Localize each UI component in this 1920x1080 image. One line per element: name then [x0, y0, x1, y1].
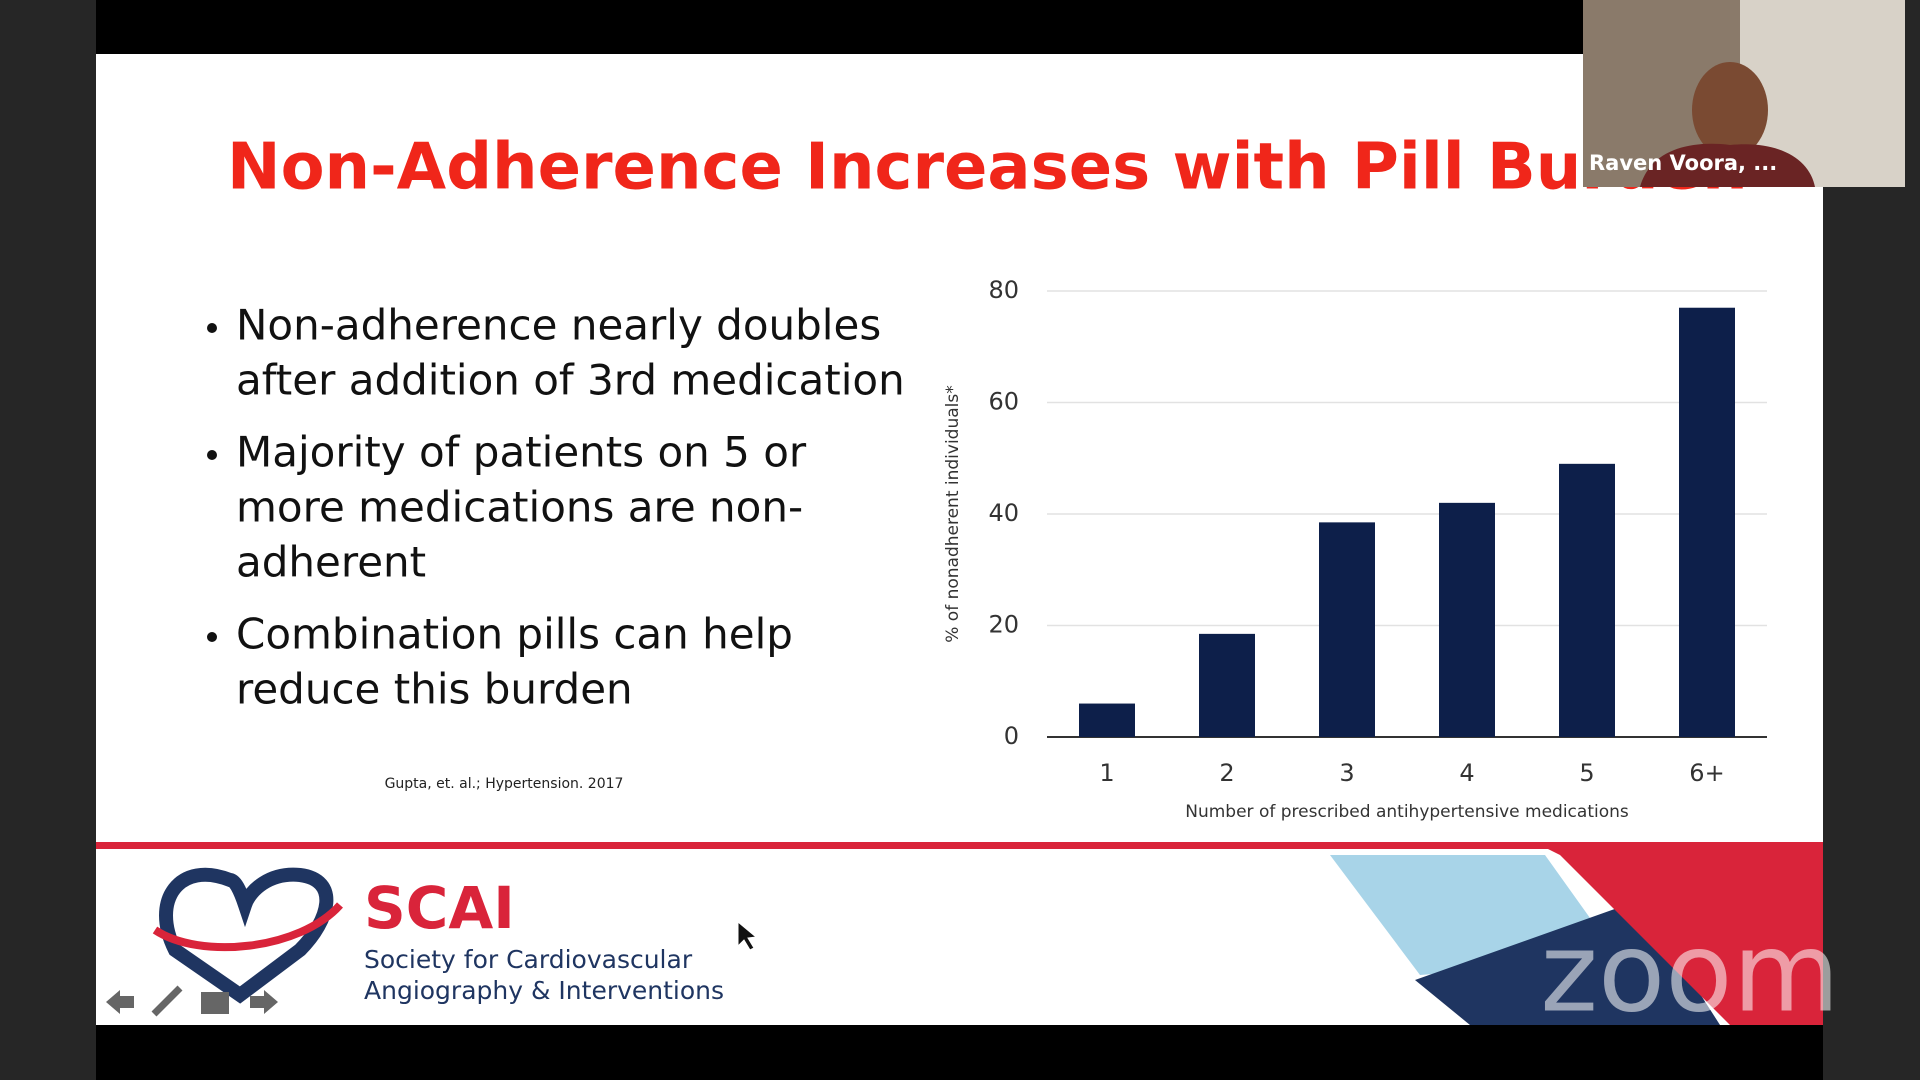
bullet-dot: [207, 632, 217, 642]
bar: [1559, 463, 1615, 737]
bullet-text: reduce this burden: [236, 665, 633, 714]
bullet-text: Combination pills can help: [236, 610, 793, 659]
top-bar: [96, 0, 1823, 54]
bar: [1199, 633, 1255, 737]
slide-title: Non-Adherence Increases with Pill Burden: [227, 131, 1748, 205]
next-icon[interactable]: [250, 990, 278, 1014]
y-tick-label: 0: [1004, 722, 1019, 750]
webcam-person: [1692, 62, 1768, 158]
x-tick-label: 2: [1219, 759, 1234, 787]
logo-name: SCAI: [364, 874, 515, 942]
x-axis-label: Number of prescribed antihypertensive me…: [1185, 802, 1629, 822]
logo-line: Society for Cardiovascular: [364, 945, 693, 974]
bullet-text: more medications are non-: [236, 483, 803, 532]
x-tick-label: 6+: [1689, 759, 1724, 787]
y-tick-label: 80: [988, 276, 1019, 304]
bullet-text: after addition of 3rd medication: [236, 356, 905, 405]
y-tick-label: 20: [988, 611, 1019, 639]
x-tick-label: 5: [1579, 759, 1594, 787]
x-tick-label: 1: [1099, 759, 1114, 787]
participant-name: Raven Voora, ...: [1589, 151, 1777, 175]
bullet-text: Non-adherence nearly doubles: [236, 301, 881, 350]
bottom-bar: [96, 1025, 1823, 1080]
bullet-text: adherent: [236, 538, 426, 587]
bar: [1319, 522, 1375, 737]
decor-red: [1548, 849, 1823, 1025]
logo-line: Angiography & Interventions: [364, 976, 724, 1005]
x-tick-label: 3: [1339, 759, 1354, 787]
bar: [1439, 502, 1495, 737]
footer-line: [96, 842, 1823, 849]
zoom-watermark: zoom: [1540, 908, 1840, 1036]
bar: [1679, 307, 1735, 737]
prev-icon[interactable]: [106, 990, 134, 1014]
bullet-dot: [207, 450, 217, 460]
logo-swoosh: [152, 902, 343, 952]
y-axis-label: % of nonadherent individuals*: [943, 385, 963, 643]
bullet-dot: [207, 323, 217, 333]
cursor: [737, 920, 758, 951]
bullet-text: Majority of patients on 5 or: [236, 428, 807, 477]
y-tick-label: 40: [988, 499, 1019, 527]
logo-heart: [159, 867, 334, 1004]
x-tick-label: 4: [1459, 759, 1474, 787]
menu-icon[interactable]: [201, 992, 229, 1014]
pen-icon[interactable]: [151, 985, 183, 1017]
citation: Gupta, et. al.; Hypertension. 2017: [385, 776, 624, 792]
webcam-body: [1640, 143, 1815, 187]
bar: [1079, 703, 1135, 737]
y-tick-label: 60: [988, 388, 1019, 416]
